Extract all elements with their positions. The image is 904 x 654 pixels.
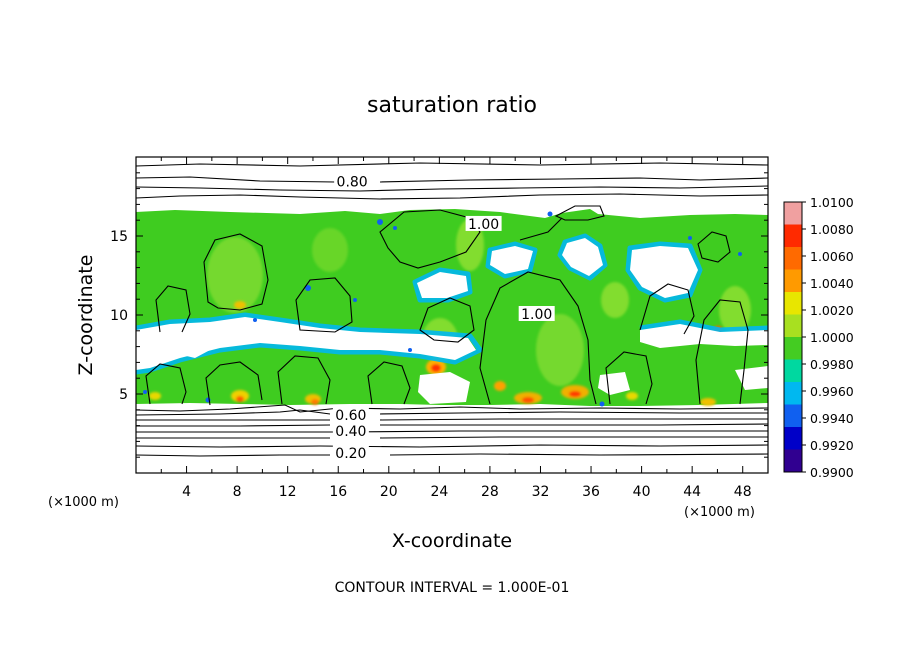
colorbar-segment [784, 359, 802, 383]
contour-label: 0.40 [335, 424, 366, 440]
y-tick-label: 10 [110, 308, 128, 324]
contour-label: 0.20 [335, 446, 366, 462]
x-tick-label: 48 [734, 484, 752, 500]
colorbar-label: 1.0040 [810, 276, 854, 291]
contour-cloud-14 [639, 283, 695, 335]
contour-upper-3 [136, 185, 768, 192]
contour-upper-1 [136, 162, 768, 167]
contour-upper-2 [136, 176, 768, 183]
contour-cloud-6 [295, 277, 353, 333]
contour-cloud-13 [419, 297, 475, 343]
colorbar-segment [784, 382, 802, 405]
contour-label-bg [332, 407, 369, 423]
contour-lower-1 [136, 453, 768, 457]
contour-lower-3 [136, 436, 768, 439]
x-unit-left: (×1000 m) [48, 495, 119, 510]
contour-cloud-7 [605, 351, 653, 405]
x-tick-label: 4 [182, 484, 191, 500]
x-unit-right: (×1000 m) [684, 505, 755, 520]
colorbar-segment [784, 427, 802, 450]
contour-cloud-16 [697, 231, 731, 263]
subsaturated-regions [136, 211, 768, 407]
hole-rims [136, 233, 768, 375]
colorbar-segment [784, 202, 802, 225]
contour-cloud-11 [519, 217, 563, 241]
colorbar-segment [784, 404, 802, 428]
hole-interiors [136, 238, 768, 404]
contour-label: 0.60 [335, 408, 366, 424]
colorbar-label: 0.9940 [810, 411, 854, 426]
contour-label-bg [332, 422, 369, 438]
x-tick-label: 16 [329, 484, 347, 500]
y-tick-label: 15 [110, 229, 128, 245]
contour-cloud-10 [554, 205, 605, 221]
x-tick-label: 20 [380, 484, 398, 500]
contour-lower-5 [136, 423, 768, 427]
contour-cloud-8 [695, 299, 749, 405]
contour-interval-note: CONTOUR INTERVAL = 1.000E-01 [335, 580, 570, 596]
x-tick-label: 12 [279, 484, 297, 500]
colorbar-label: 1.0000 [810, 330, 854, 345]
contour-label-bg [332, 445, 369, 461]
contour-lower-8 [136, 404, 768, 413]
colorbar-segment [784, 449, 802, 473]
y-tick-label: 5 [119, 387, 128, 403]
x-tick-label: 36 [582, 484, 600, 500]
y-axis-label: Z-coordinate [75, 255, 97, 376]
colorbar: 1.0100 1.0080 1.0060 1.0040 1.0020 1.0000 0.99… [783, 195, 854, 480]
contour-labels: 0.80 1.00 1.00 0.600.40 0.20 [332, 173, 555, 462]
colorbar-label: 0.9980 [810, 357, 854, 372]
colorbar-segment [784, 337, 802, 360]
colorbar-segment [784, 292, 802, 315]
contour-label: 1.00 [521, 307, 552, 323]
contour-cloud-12 [367, 361, 411, 405]
colorbar-label: 1.0020 [810, 303, 854, 318]
contour-cloud-2 [203, 233, 269, 311]
colorbar-segment [784, 224, 802, 248]
contour-upper-4 [136, 193, 768, 200]
y-axis-ticks: 5 10 15 [110, 172, 768, 458]
contour-lines [136, 162, 768, 457]
chart-title: saturation ratio [367, 93, 537, 118]
x-tick-label: 24 [430, 484, 448, 500]
contour-label-bg [518, 306, 555, 321]
contour-cloud-15 [155, 285, 191, 333]
x-tick-label: 28 [481, 484, 499, 500]
colorbar-label: 1.0100 [810, 195, 854, 210]
contour-label-bg [465, 215, 502, 231]
contour-label: 1.00 [468, 217, 499, 233]
contour-label: 0.80 [337, 174, 368, 190]
colorbar-label: 0.9960 [810, 384, 854, 399]
x-tick-label: 32 [532, 484, 550, 500]
colorbar-label: 1.0060 [810, 249, 854, 264]
contour-cloud-4 [379, 209, 481, 269]
contour-lower-4 [136, 430, 768, 433]
x-tick-label: 40 [633, 484, 651, 500]
contour-cloud-1 [205, 361, 263, 406]
contour-lower-2 [136, 444, 768, 448]
colorbar-segment [784, 247, 802, 270]
contour-label-bg [334, 173, 371, 189]
colorbar-segment [784, 314, 802, 338]
x-axis-ticks: 4 8 12 16 20 24 28 32 36 40 44 48 [160, 157, 752, 500]
x-tick-label: 44 [683, 484, 701, 500]
colorbar-segment [784, 269, 802, 293]
plot-area: 0.80 1.00 1.00 0.600.40 0.20 [136, 157, 768, 473]
colorbar-label: 1.0080 [810, 222, 854, 237]
contour-cloud-9 [145, 363, 187, 405]
x-axis-label: X-coordinate [392, 530, 512, 552]
contour-lower-6 [136, 418, 768, 421]
contour-cloud-5 [479, 271, 597, 405]
x-tick-label: 8 [233, 484, 242, 500]
contour-cloud-3 [277, 355, 331, 405]
colorbar-label: 0.9920 [810, 438, 854, 453]
colorbar-label: 0.9900 [810, 465, 854, 480]
